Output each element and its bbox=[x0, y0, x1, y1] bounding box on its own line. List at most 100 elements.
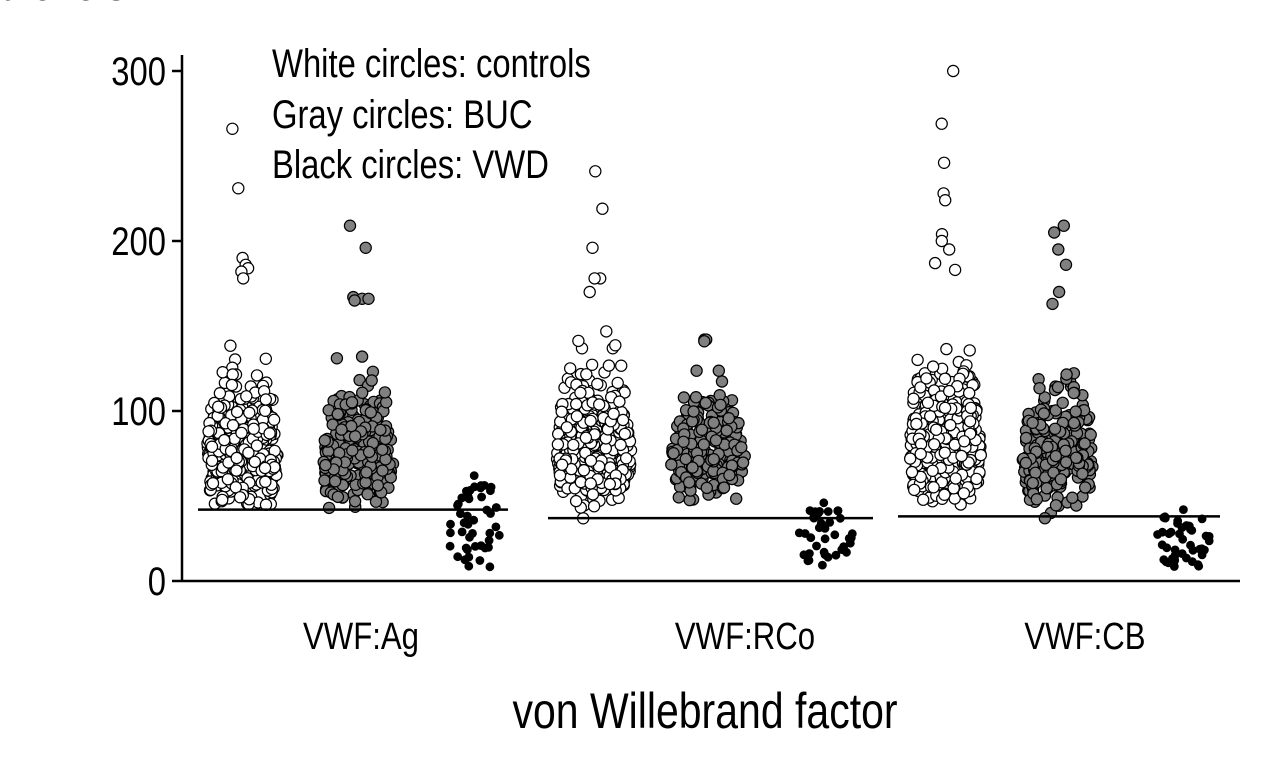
data-point-vwf-ag-buc bbox=[353, 373, 366, 387]
data-point-vwf-ag-controls bbox=[226, 368, 239, 381]
data-point-vwf-ag-controls bbox=[259, 404, 272, 417]
data-point-vwf-ag-controls bbox=[211, 400, 225, 413]
data-point-vwf-cb-buc bbox=[1047, 226, 1061, 239]
data-point-vwf-cb-controls bbox=[907, 392, 920, 405]
data-point-vwf-ag-buc bbox=[376, 464, 389, 477]
data-point-vwf-rco-controls bbox=[572, 334, 585, 348]
data-point-vwf-cb-controls bbox=[908, 483, 921, 497]
data-point-vwf-rco-controls bbox=[596, 202, 609, 215]
data-point-vwf-ag-vwd bbox=[485, 562, 495, 572]
data-point-vwf-rco-controls bbox=[567, 438, 580, 452]
data-point-vwf-ag-buc bbox=[378, 386, 392, 399]
data-point-vwf-cb-buc bbox=[1030, 493, 1044, 506]
data-point-vwf-ag-controls bbox=[205, 440, 219, 453]
y-tick-label-2: 200 bbox=[111, 219, 166, 264]
data-point-vwf-cb-controls bbox=[910, 417, 923, 431]
data-point-vwf-rco-buc bbox=[717, 481, 731, 494]
data-point-vwf-cb-buc bbox=[1049, 499, 1063, 512]
data-point-vwf-rco-controls bbox=[555, 405, 568, 418]
data-point-vwf-cb-buc bbox=[1052, 285, 1066, 299]
data-point-vwf-cb-buc bbox=[1066, 491, 1079, 504]
data-point-vwf-cb-controls bbox=[926, 464, 939, 477]
data-point-vwf-rco-buc bbox=[690, 364, 703, 377]
data-point-vwf-rco-buc bbox=[695, 423, 709, 436]
data-point-vwf-ag-vwd bbox=[480, 543, 490, 553]
data-point-vwf-cb-controls bbox=[974, 448, 988, 462]
data-point-vwf-cb-controls bbox=[935, 117, 948, 130]
data-point-vwf-ag-buc bbox=[361, 488, 374, 501]
data-point-vwf-rco-controls bbox=[553, 469, 567, 482]
data-point-vwf-ag-vwd bbox=[464, 494, 474, 504]
data-point-vwf-rco-controls bbox=[560, 421, 574, 434]
data-point-vwf-ag-vwd bbox=[446, 519, 455, 529]
data-point-vwf-cb-controls bbox=[938, 372, 952, 385]
data-point-vwf-rco-buc bbox=[730, 492, 743, 505]
data-point-vwf-cb-buc bbox=[1049, 404, 1062, 417]
data-point-vwf-cb-controls bbox=[943, 243, 956, 256]
data-point-vwf-cb-buc bbox=[1026, 416, 1039, 429]
data-point-vwf-cb-controls bbox=[955, 449, 968, 463]
data-point-vwf-cb-buc bbox=[1076, 467, 1089, 480]
data-point-vwf-rco-controls bbox=[584, 454, 598, 467]
data-point-vwf-cb-controls bbox=[921, 396, 935, 409]
y-tick-label-3: 300 bbox=[111, 49, 166, 94]
data-point-vwf-ag-controls bbox=[226, 419, 240, 432]
data-point-vwf-ag-buc bbox=[322, 501, 336, 515]
data-point-vwf-cb-buc bbox=[1078, 481, 1092, 494]
data-point-vwf-cb-vwd bbox=[1177, 549, 1187, 558]
data-point-vwf-rco-vwd bbox=[805, 549, 814, 558]
data-point-vwf-rco-buc bbox=[677, 391, 691, 404]
data-point-vwf-ag-buc bbox=[318, 434, 331, 447]
data-point-vwf-rco-vwd bbox=[833, 506, 843, 516]
data-point-vwf-cb-buc bbox=[1067, 386, 1081, 400]
data-point-vwf-rco-vwd bbox=[820, 534, 830, 544]
data-point-vwf-cb-controls bbox=[948, 263, 962, 277]
data-point-vwf-rco-vwd bbox=[839, 542, 849, 551]
data-point-vwf-cb-vwd bbox=[1186, 524, 1195, 534]
y-axis-ticks: 0 100 200 300 bbox=[111, 49, 182, 604]
data-point-vwf-ag-buc bbox=[348, 294, 361, 307]
data-point-vwf-cb-controls bbox=[914, 381, 927, 394]
data-point-vwf-ag-controls bbox=[240, 390, 253, 403]
data-point-vwf-cb-vwd bbox=[1179, 505, 1188, 515]
data-point-vwf-rco-controls bbox=[585, 358, 599, 371]
data-point-vwf-cb-vwd bbox=[1200, 545, 1209, 555]
data-point-vwf-rco-controls bbox=[618, 427, 632, 441]
data-point-vwf-rco-buc bbox=[722, 412, 736, 425]
data-point-vwf-ag-vwd bbox=[461, 486, 471, 496]
data-point-vwf-rco-controls bbox=[609, 339, 622, 352]
data-point-vwf-ag-controls bbox=[202, 425, 215, 438]
data-point-vwf-cb-controls bbox=[963, 415, 977, 428]
data-point-vwf-cb-buc bbox=[1069, 405, 1082, 418]
data-point-vwf-ag-buc bbox=[331, 490, 345, 504]
data-point-vwf-ag-buc bbox=[331, 407, 344, 421]
data-point-vwf-rco-vwd bbox=[810, 507, 820, 517]
data-point-vwf-cb-controls bbox=[963, 386, 976, 400]
data-point-vwf-rco-buc bbox=[699, 396, 712, 410]
data-point-vwf-rco-controls bbox=[603, 477, 617, 491]
data-point-vwf-ag-controls bbox=[226, 122, 239, 136]
data-point-vwf-cb-controls bbox=[958, 435, 971, 448]
data-point-vwf-cb-controls bbox=[964, 401, 978, 415]
data-point-vwf-ag-vwd bbox=[486, 482, 496, 492]
data-point-vwf-ag-vwd bbox=[469, 515, 479, 525]
data-point-vwf-ag-controls bbox=[230, 451, 243, 465]
data-point-vwf-ag-controls bbox=[236, 272, 250, 285]
data-point-vwf-ag-buc bbox=[374, 423, 387, 437]
data-point-vwf-ag-controls bbox=[250, 369, 264, 382]
data-point-vwf-cb-controls bbox=[970, 472, 983, 486]
data-point-vwf-ag-buc bbox=[348, 495, 362, 508]
data-point-vwf-cb-controls bbox=[914, 447, 927, 461]
data-point-vwf-cb-controls bbox=[930, 423, 943, 436]
data-point-vwf-cb-controls bbox=[947, 64, 960, 78]
data-point-vwf-rco-controls bbox=[611, 376, 624, 390]
data-point-vwf-cb-buc bbox=[1084, 428, 1097, 441]
data-point-vwf-ag-buc bbox=[360, 466, 373, 479]
x-category-label-vwf-cb: VWF:CB bbox=[1024, 616, 1145, 658]
data-point-vwf-cb-controls bbox=[928, 256, 942, 270]
data-point-vwf-cb-vwd bbox=[1153, 530, 1162, 539]
data-point-vwf-rco-buc bbox=[686, 461, 699, 474]
data-point-vwf-ag-buc bbox=[345, 396, 359, 409]
data-point-vwf-ag-vwd bbox=[457, 527, 467, 537]
